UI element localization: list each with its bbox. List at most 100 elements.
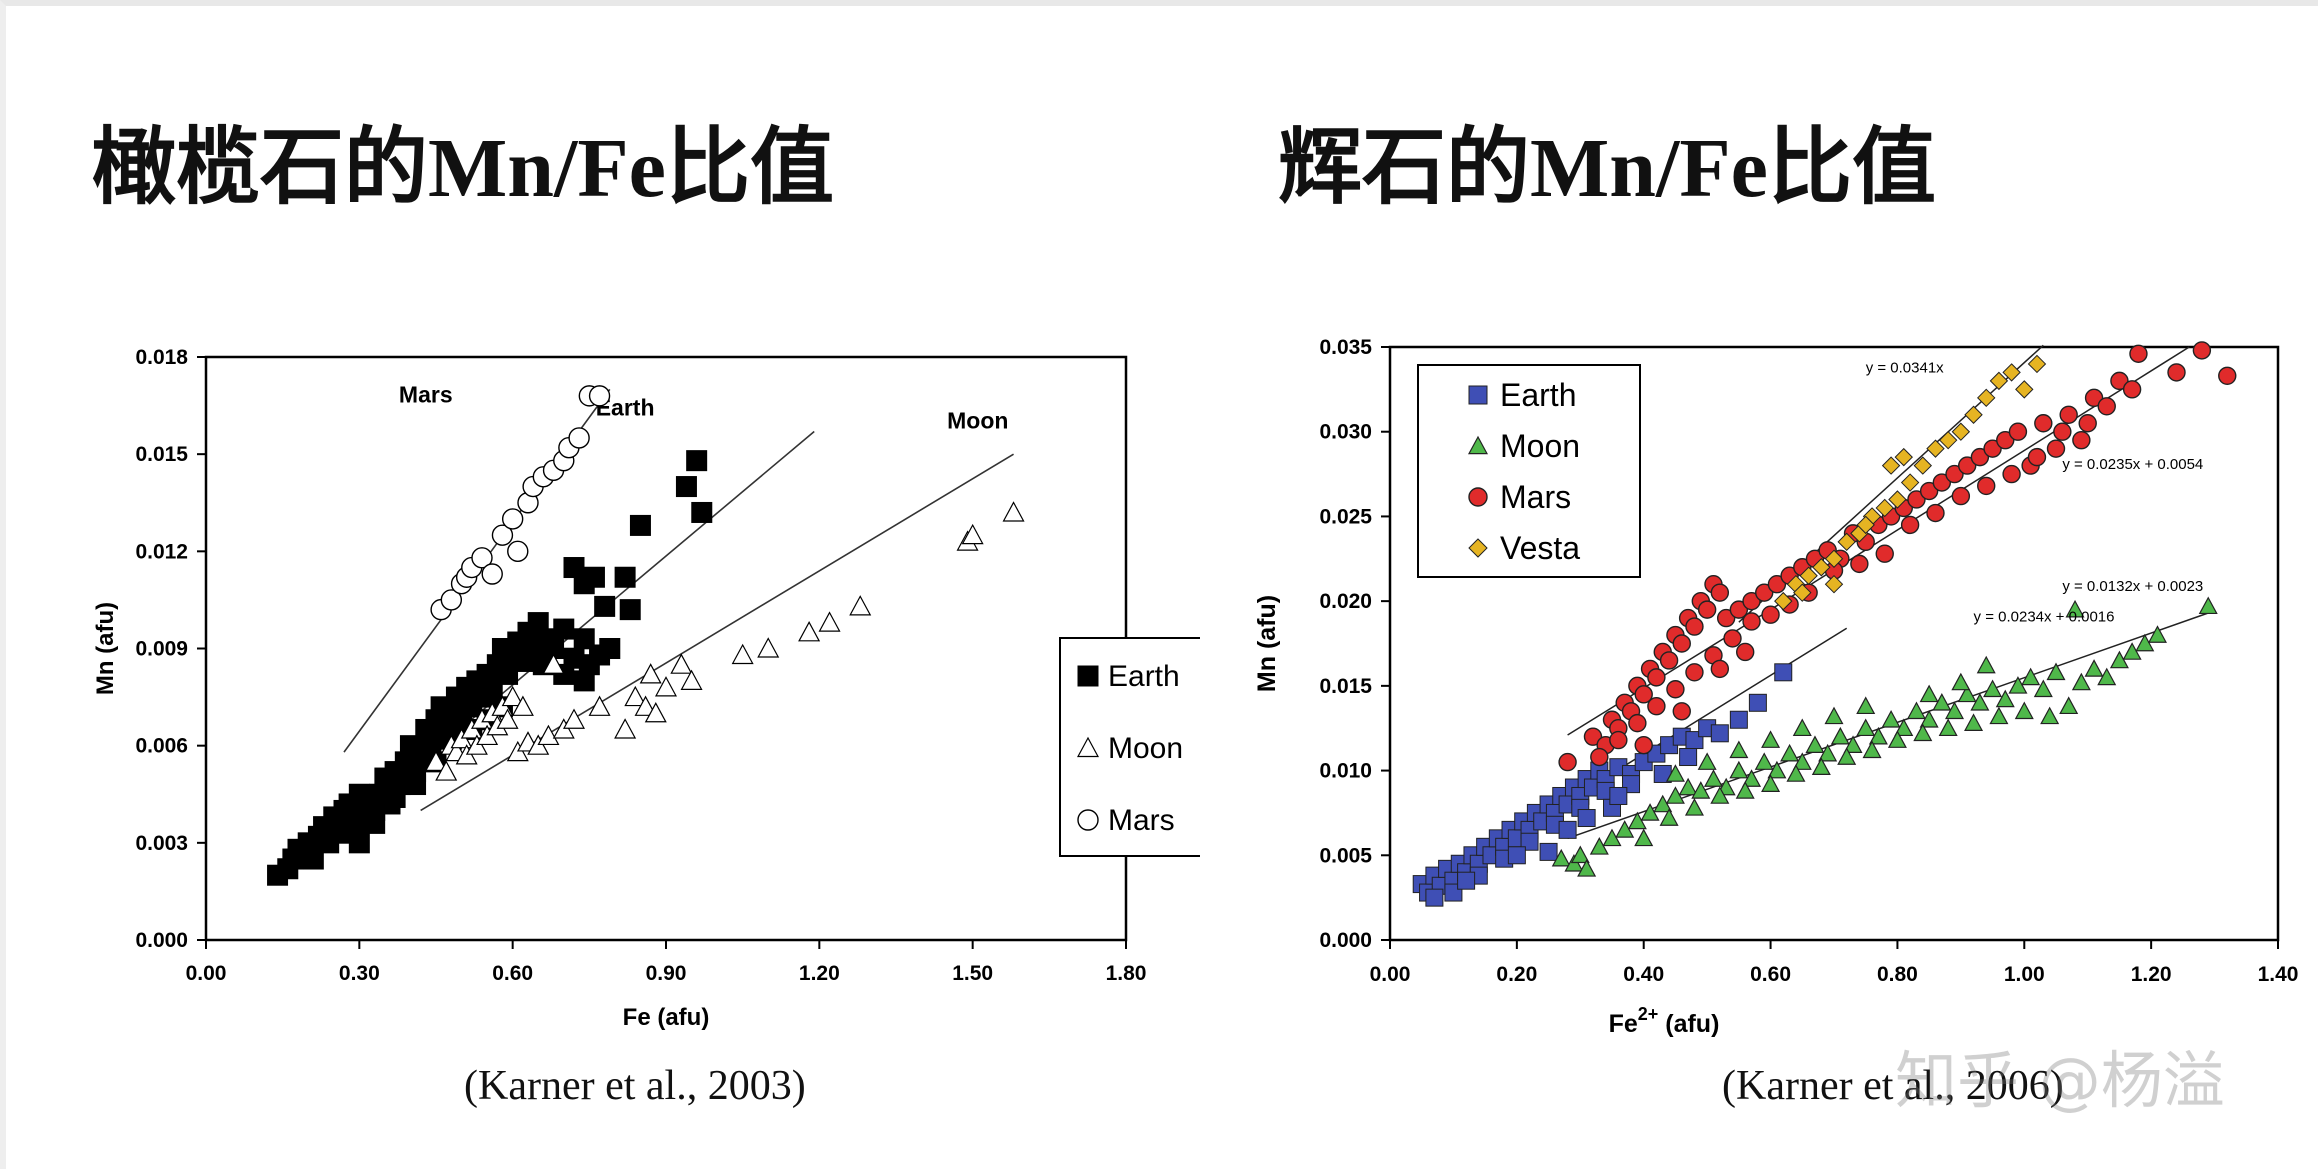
data-point-moon	[1830, 726, 1850, 745]
data-point-earth	[594, 595, 616, 617]
data-point-vesta	[1837, 532, 1856, 552]
data-point-moon	[654, 676, 678, 697]
data-point-moon	[1761, 774, 1781, 792]
data-point-moon	[2109, 650, 2129, 669]
data-point-moon	[2135, 633, 2155, 652]
data-point-moon	[2033, 679, 2053, 698]
data-point-mars	[2097, 397, 2116, 416]
y-axis-title: Mn (afu)	[1253, 595, 1281, 692]
data-point-earth	[338, 822, 360, 844]
data-point-moon	[1983, 679, 2003, 698]
legend-marker-moon	[1076, 736, 1100, 758]
data-point-mars	[1716, 608, 1736, 628]
data-point-mars	[1672, 634, 1691, 653]
y-tick-label: 0.000	[135, 929, 188, 952]
x-tick-label: 0.60	[1750, 963, 1791, 986]
data-point-moon	[1589, 837, 1609, 855]
y-tick-label: 0.035	[1319, 336, 1372, 359]
data-point-mars	[2192, 341, 2212, 360]
data-point-vesta	[1824, 549, 1844, 568]
y-tick-label: 0.009	[135, 638, 188, 661]
data-point-mars	[1907, 490, 1926, 509]
data-point-moon	[2097, 667, 2117, 686]
olivine-chart: 0.00 0.30 0.60 0.90 1.20 1.50 1.80 0.000 0.003 0.…	[92, 346, 1200, 1031]
data-point-moon	[1710, 786, 1730, 804]
data-point-mars	[440, 589, 463, 611]
trend-line-label: Mars	[399, 381, 453, 407]
data-point-earth	[1577, 809, 1596, 828]
data-point-moon	[1761, 730, 1781, 748]
data-point-moon	[1665, 786, 1685, 804]
x-tick-label: 0.80	[1877, 963, 1918, 986]
legend-box	[1417, 364, 1641, 578]
data-point-vesta	[1875, 498, 1894, 518]
data-point-mars	[1628, 713, 1647, 733]
left-citation: (Karner et al., 2003)	[464, 1063, 806, 1109]
data-point-vesta	[1824, 574, 1844, 594]
data-point-earth	[599, 638, 621, 659]
data-point-moon	[614, 718, 637, 739]
data-point-moon	[1729, 740, 1749, 759]
data-point-moon	[1919, 684, 1939, 703]
data-point-moon	[1767, 760, 1787, 779]
data-point-moon	[624, 685, 647, 707]
right-heading-part1: 辉石的	[1278, 117, 1531, 216]
data-point-mars	[1666, 680, 1685, 699]
data-point-earth	[405, 774, 427, 796]
data-point-moon	[1995, 689, 2015, 708]
data-point-earth	[364, 799, 386, 821]
data-point-moon	[2071, 672, 2091, 691]
data-point-moon	[1615, 820, 1635, 838]
watermark: 知乎 @杨溢	[1895, 1044, 2225, 1117]
data-point-moon	[1862, 740, 1882, 759]
data-point-moon	[2040, 706, 2060, 725]
data-point-moon	[2122, 642, 2142, 660]
data-point-mars	[2110, 371, 2129, 391]
data-point-earth	[1457, 871, 1476, 890]
data-point-mars	[2129, 344, 2148, 363]
y-tick-label: 0.012	[135, 540, 188, 563]
trend-equation-label: y = 0.0341x	[1866, 359, 1944, 376]
left-heading-ratio: Mn/Fe	[428, 122, 666, 215]
data-point-vesta	[1799, 566, 1818, 585]
data-point-moon	[562, 708, 586, 729]
data-point-moon	[644, 702, 667, 723]
data-point-earth	[1729, 710, 1748, 729]
data-point-mars	[481, 563, 503, 585]
data-point-moon	[1919, 709, 1939, 728]
data-point-moon	[1938, 718, 1958, 737]
x-axis-title: Fe (afu)	[623, 1004, 710, 1031]
data-point-earth	[1609, 786, 1628, 805]
data-point-earth	[675, 476, 697, 498]
data-point-mars	[1977, 476, 1996, 496]
data-point-moon	[1970, 693, 1990, 711]
x-tick-label: 0.20	[1496, 963, 1537, 986]
x-tick-label: 1.20	[799, 962, 840, 985]
data-point-earth	[1539, 842, 1558, 861]
data-point-earth	[691, 501, 713, 523]
x-tick-label: 1.40	[2258, 963, 2299, 986]
data-point-mars	[1647, 668, 1666, 687]
data-point-moon	[961, 523, 984, 545]
y-tick-label: 0.020	[1319, 590, 1372, 613]
data-point-moon	[680, 669, 703, 690]
data-point-earth	[614, 566, 636, 588]
data-point-earth	[1774, 663, 1793, 682]
y-tick-label: 0.005	[1319, 844, 1372, 867]
data-point-moon	[2059, 696, 2079, 715]
data-point-moon	[1780, 743, 1800, 762]
data-point-moon	[1684, 798, 1704, 816]
data-point-moon	[1887, 730, 1907, 748]
data-point-mars	[1710, 583, 1730, 602]
data-point-mars	[1723, 629, 1742, 648]
data-point-vesta	[1913, 456, 1933, 475]
data-point-moon	[1913, 723, 1933, 742]
y-tick-label: 0.025	[1319, 505, 1372, 528]
x-tick-label: 1.50	[952, 962, 993, 985]
trend-equation-label: y = 0.0235x + 0.0054	[2062, 456, 2203, 473]
trend-equation-label: y = 0.0132x + 0.0023	[2062, 578, 2203, 595]
data-point-moon	[1653, 794, 1673, 813]
data-point-mars	[1729, 600, 1749, 619]
data-point-mars	[2072, 430, 2091, 450]
